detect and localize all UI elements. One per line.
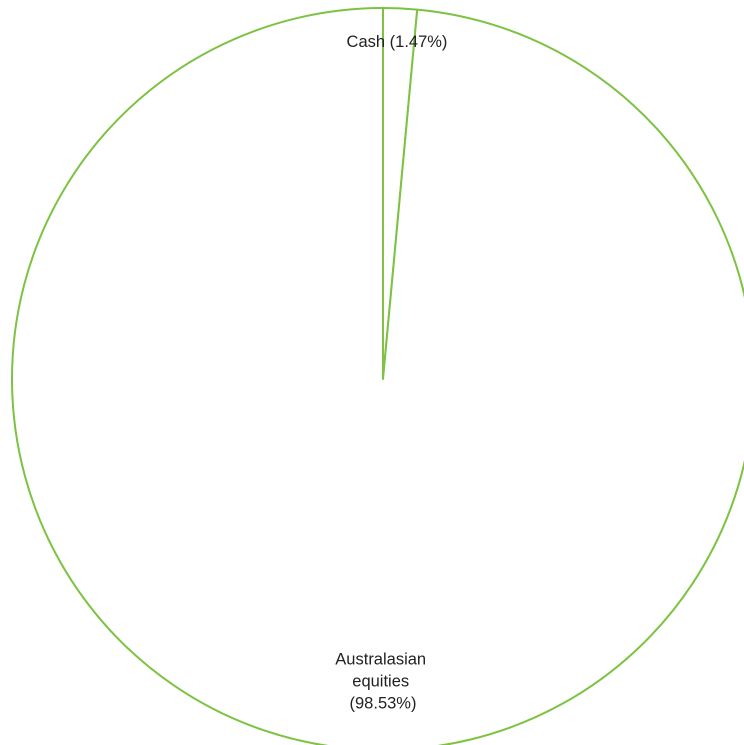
pie-slice-australasian-equities	[11, 7, 744, 745]
pie-slices	[11, 7, 744, 745]
data-label-australasian-equities: Australasian equities (98.53%)	[335, 651, 430, 713]
pie-labels: Cash (1.47%) Australasian equities (98.5…	[335, 33, 447, 713]
data-label-cash: Cash (1.47%)	[347, 33, 448, 51]
